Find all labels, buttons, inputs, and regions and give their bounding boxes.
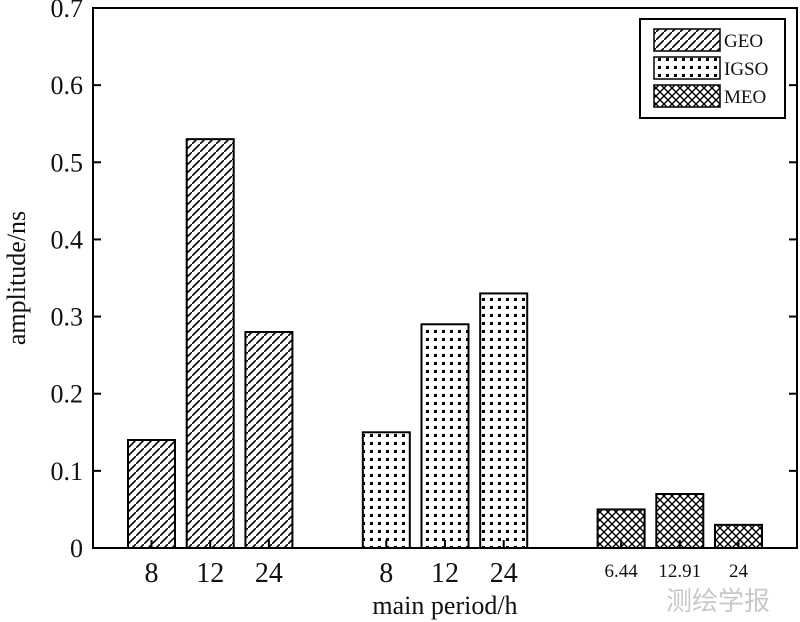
watermark-text: 测绘学报 <box>666 587 770 617</box>
legend-swatch-meo <box>653 84 721 108</box>
x-tick-label: 24 <box>729 561 749 582</box>
bar-geo-24 <box>244 331 294 549</box>
y-tick-label: 0.6 <box>51 71 84 100</box>
x-tick-label: 12 <box>431 558 459 589</box>
y-tick-label: 0.7 <box>51 0 84 23</box>
y-tick-label: 0.5 <box>51 148 84 177</box>
y-tick-label: 0.4 <box>51 225 84 254</box>
bar-meo-12.91 <box>655 493 705 549</box>
legend-swatch-igso <box>653 56 721 80</box>
y-tick-label: 0.3 <box>51 303 84 332</box>
bar-igso-12 <box>420 323 470 549</box>
legend-label-meo: MEO <box>724 87 766 108</box>
bar-igso-24 <box>479 292 529 549</box>
legend-swatch-geo <box>653 28 721 52</box>
y-tick-label: 0 <box>70 534 83 563</box>
bar-geo-8 <box>127 439 176 549</box>
x-tick-label: 24 <box>255 558 283 589</box>
y-axis-title: amplitude/ns <box>2 211 31 345</box>
y-tick-label: 0.1 <box>51 457 84 486</box>
x-tick-label: 6.44 <box>604 561 638 582</box>
x-tick-label: 8 <box>379 558 393 589</box>
bar-igso-8 <box>361 431 411 549</box>
legend-label-igso: IGSO <box>724 59 768 80</box>
bar-geo-12 <box>185 138 235 549</box>
x-tick-label: 8 <box>145 558 159 589</box>
x-tick-label: 12 <box>196 558 224 589</box>
x-tick-label: 12.91 <box>658 561 701 582</box>
x-tick-label: 24 <box>490 558 518 589</box>
y-tick-label: 0.2 <box>51 380 84 409</box>
legend-label-geo: GEO <box>724 31 763 52</box>
x-axis-title: main period/h <box>372 591 517 620</box>
